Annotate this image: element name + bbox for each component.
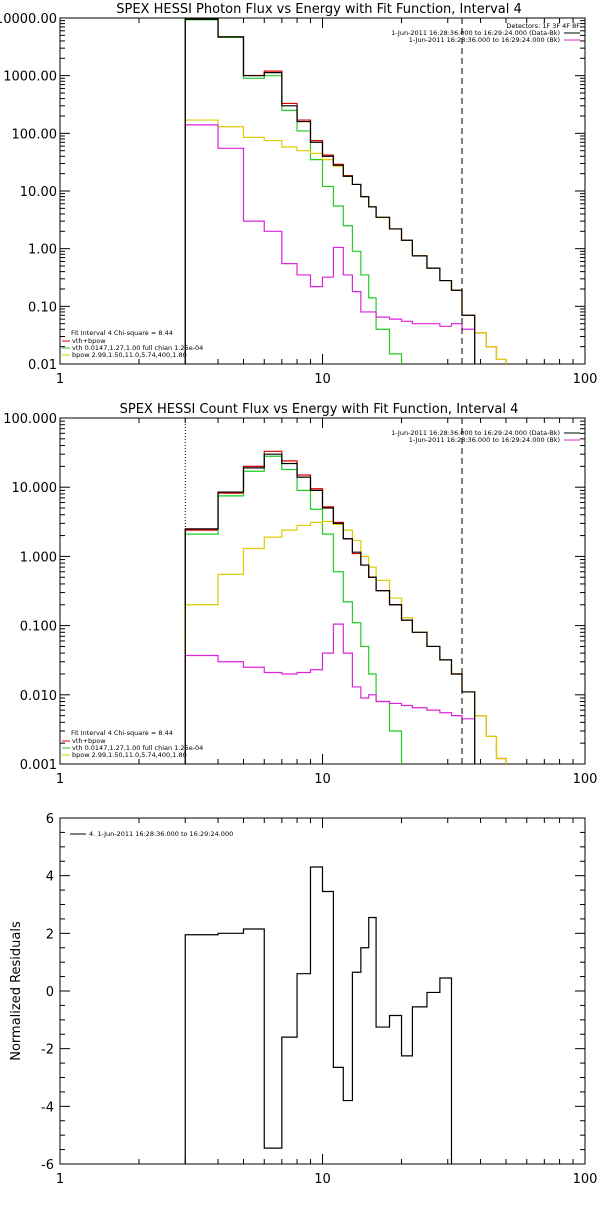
x-tick-label: 1	[56, 372, 64, 387]
y-tick-label: 6	[46, 812, 54, 827]
photon-title: SPEX HESSI Photon Flux vs Energy with Fi…	[116, 2, 522, 17]
series-vth-bpow	[184, 18, 507, 364]
series-bk	[184, 623, 476, 764]
y-tick-label: 1000.00	[3, 70, 57, 85]
panel-count-flux: SPEX HESSI Count Flux vs Energy with Fit…	[3, 402, 597, 787]
x-tick-label: 1	[56, 772, 64, 787]
count-fit-interval: Fit Interval 4 Chi-square = 8.44	[71, 729, 173, 737]
x-tick-label: 100	[573, 772, 598, 787]
x-tick-label: 1	[56, 1172, 64, 1187]
x-tick-label: 100	[573, 1172, 598, 1187]
series-bpow	[184, 520, 507, 764]
series-bpow	[184, 119, 507, 364]
photon-legend-bpow: bpow 2.99,1.50,11.0,5.74,400,1.80	[72, 351, 187, 359]
count-legend-total: vth+bpow	[72, 737, 106, 745]
residuals-plot-content: 1 10 100 6 4 2 0 -2 -4 -6	[41, 812, 597, 1187]
x-tick-label: 10	[314, 372, 331, 387]
residuals-legend: 4. 1-Jun-2011 16:28:36.000 to 16:29:24.0…	[89, 830, 233, 838]
count-legend-data: 1-Jun-2011 16:28:36.000 to 16:29:24.000 …	[391, 429, 560, 437]
y-tick-label: 0.001	[20, 758, 57, 773]
series-vth	[184, 19, 403, 364]
y-tick-label: -4	[41, 1100, 54, 1115]
photon-plot-frame	[59, 17, 586, 365]
count-plot-content: 1 10 100 100.000 10.000 1.000 0.100 0.010 0.001	[3, 412, 597, 787]
series-group	[184, 18, 507, 364]
series-vth-bpow	[184, 450, 507, 764]
series-vth	[184, 455, 403, 764]
panel-residuals: 1 10 100 6 4 2 0 -2 -4 -6 4. 1-Jun-2011 16:28:36.…	[9, 812, 597, 1187]
count-title: SPEX HESSI Count Flux vs Energy with Fit…	[120, 402, 519, 417]
y-tick-label: 0	[46, 985, 54, 1000]
photon-detectors-label: Detectors: 1F 3F 4F 8F	[506, 22, 580, 30]
x-tick-label: 10	[314, 1172, 331, 1187]
panel-photon-flux: SPEX HESSI Photon Flux vs Energy with Fi…	[0, 2, 597, 387]
y-tick-label: 100.000	[3, 412, 57, 427]
y-tick-label: -6	[41, 1158, 54, 1173]
series-bk	[184, 124, 476, 364]
y-tick-label: 0.10	[28, 300, 57, 315]
y-tick-label: 10.00	[20, 185, 57, 200]
residuals-ylabel: Normalized Residuals	[9, 921, 24, 1061]
y-tick-label: 1.000	[20, 550, 57, 565]
count-plot-frame	[59, 417, 586, 765]
x-tick-label: 10	[314, 772, 331, 787]
y-tick-label: -2	[41, 1043, 54, 1058]
y-tick-label: 0.01	[28, 358, 57, 373]
y-tick-label: 100.00	[12, 127, 58, 142]
photon-legend-data: 1-Jun-2011 16:28:36.000 to 16:29:24.000 …	[391, 29, 560, 37]
count-legend-bpow: bpow 2.99,1.50,11.0,5.74,400,1.80	[72, 751, 187, 759]
y-tick-label: 10000.00	[0, 12, 57, 27]
photon-legend-vth: vth 0.0147,1.27,1.00 full chian 1.26e-04	[72, 344, 203, 352]
photon-legend-total: vth+bpow	[72, 337, 106, 345]
series-data-bk	[184, 18, 476, 364]
y-tick-label: 4	[46, 870, 54, 885]
photon-legend-bk: 1-Jun-2011 16:28:36.000 to 16:29:24.000 …	[409, 36, 560, 44]
series-residuals	[184, 866, 453, 1164]
photon-plot-content: 1 10 100 10000.00 1000.00 100.00 10.00 1.00 0.10…	[0, 12, 597, 387]
series-group	[184, 866, 453, 1164]
y-tick-label: 0.100	[20, 620, 57, 635]
series-data-bk	[184, 453, 476, 764]
y-tick-label: 1.00	[28, 243, 57, 258]
x-tick-label: 100	[573, 372, 598, 387]
y-tick-label: 10.000	[12, 481, 58, 496]
y-tick-label: 0.010	[20, 689, 57, 704]
series-group	[184, 418, 507, 764]
photon-fit-interval: Fit Interval 4 Chi-square = 8.44	[71, 329, 173, 337]
count-legend-bk: 1-Jun-2011 16:28:36.000 to 16:29:24.000 …	[409, 436, 560, 444]
y-tick-label: 2	[46, 927, 54, 942]
count-legend-vth: vth 0.0147,1.27,1.00 full chian 1.26e-04	[72, 744, 203, 752]
